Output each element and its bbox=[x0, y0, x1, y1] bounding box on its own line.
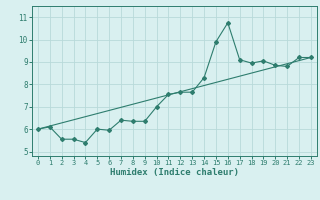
X-axis label: Humidex (Indice chaleur): Humidex (Indice chaleur) bbox=[110, 168, 239, 177]
